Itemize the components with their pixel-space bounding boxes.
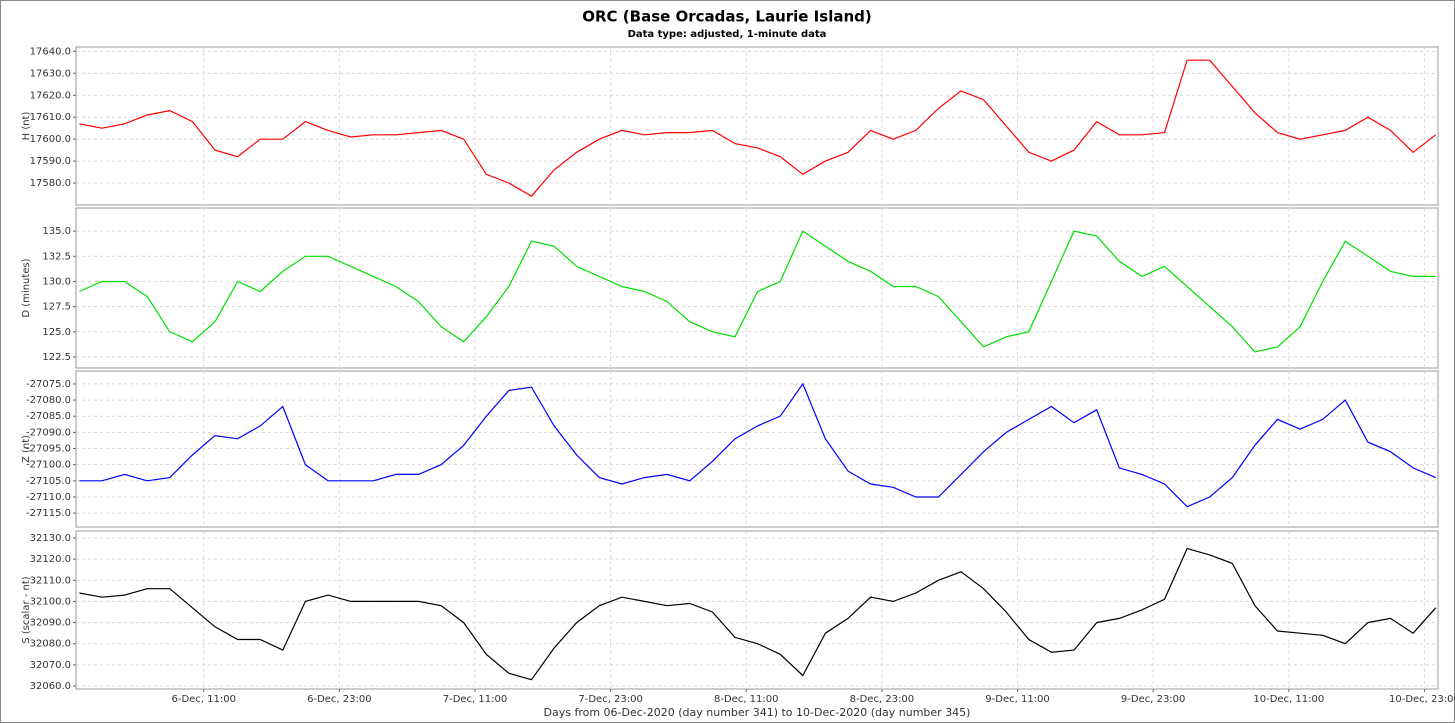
y-axis-label: H (nt) <box>21 112 32 141</box>
y-tick-label: 130.0 <box>42 276 71 287</box>
data-line <box>79 230 1436 353</box>
y-tick-label: 135.0 <box>42 226 71 237</box>
y-tick-label: 32060.0 <box>30 681 71 692</box>
y-tick-label: -27090.0 <box>26 427 71 438</box>
data-line <box>79 59 1437 197</box>
y-tick-label: 17640.0 <box>30 46 71 57</box>
y-tick-label: 32090.0 <box>30 618 71 629</box>
x-tick-label: 8-Dec, 11:00 <box>714 694 779 705</box>
y-tick-label: 17610.0 <box>30 112 71 123</box>
y-axis-label: Z (nt) <box>21 435 32 463</box>
y-tick-label: 32120.0 <box>30 554 71 565</box>
x-tick-label: 6-Dec, 11:00 <box>171 694 236 705</box>
x-tick-label: 8-Dec, 23:00 <box>850 694 915 705</box>
x-tick-label: 9-Dec, 11:00 <box>985 694 1050 705</box>
plot-frame <box>75 207 1439 369</box>
y-tick-label: -27080.0 <box>26 395 71 406</box>
y-tick-label: -27085.0 <box>26 411 71 422</box>
y-tick-label: -27110.0 <box>26 492 71 503</box>
plot-frame <box>75 530 1439 690</box>
x-tick-label: 10-Dec, 11:00 <box>1253 694 1324 705</box>
x-tick-label: 10-Dec, 23:00 <box>1389 694 1455 705</box>
plot-frame <box>75 46 1439 206</box>
x-tick-label: 6-Dec, 23:00 <box>307 694 372 705</box>
chart-title: ORC (Base Orcadas, Laurie Island) <box>582 8 871 26</box>
y-tick-label: 132.5 <box>42 251 71 262</box>
y-tick-label: -27100.0 <box>26 460 71 471</box>
data-line <box>79 382 1436 508</box>
y-tick-label: 32130.0 <box>30 533 71 544</box>
y-tick-label: -27115.0 <box>26 508 71 519</box>
x-axis-label: Days from 06-Dec-2020 (day number 341) t… <box>544 706 971 719</box>
y-tick-label: 127.5 <box>42 302 71 313</box>
y-tick-label: 17590.0 <box>30 156 71 167</box>
y-tick-label: 17630.0 <box>30 68 71 79</box>
chart-subtitle: Data type: adjusted, 1-minute data <box>628 29 827 40</box>
x-tick-label: 7-Dec, 23:00 <box>578 694 643 705</box>
y-tick-label: 125.0 <box>42 327 71 338</box>
y-tick-label: 17580.0 <box>30 178 71 189</box>
y-tick-label: 17600.0 <box>30 134 71 145</box>
y-tick-label: 32100.0 <box>30 596 71 607</box>
y-axis-label: S (scalar - nt) <box>21 576 32 644</box>
x-tick-label: 9-Dec, 23:00 <box>1121 694 1186 705</box>
y-axis-label: D (minutes) <box>21 258 32 317</box>
y-tick-label: 17620.0 <box>30 90 71 101</box>
y-tick-label: 32110.0 <box>30 575 71 586</box>
data-line <box>79 547 1437 681</box>
y-tick-label: -27095.0 <box>26 444 71 455</box>
x-tick-label: 7-Dec, 11:00 <box>443 694 508 705</box>
y-tick-label: 32070.0 <box>30 660 71 671</box>
y-tick-label: 122.5 <box>42 352 71 363</box>
y-tick-label: -27075.0 <box>26 379 71 390</box>
y-tick-label: 32080.0 <box>30 639 71 650</box>
y-tick-label: -27105.0 <box>26 476 71 487</box>
